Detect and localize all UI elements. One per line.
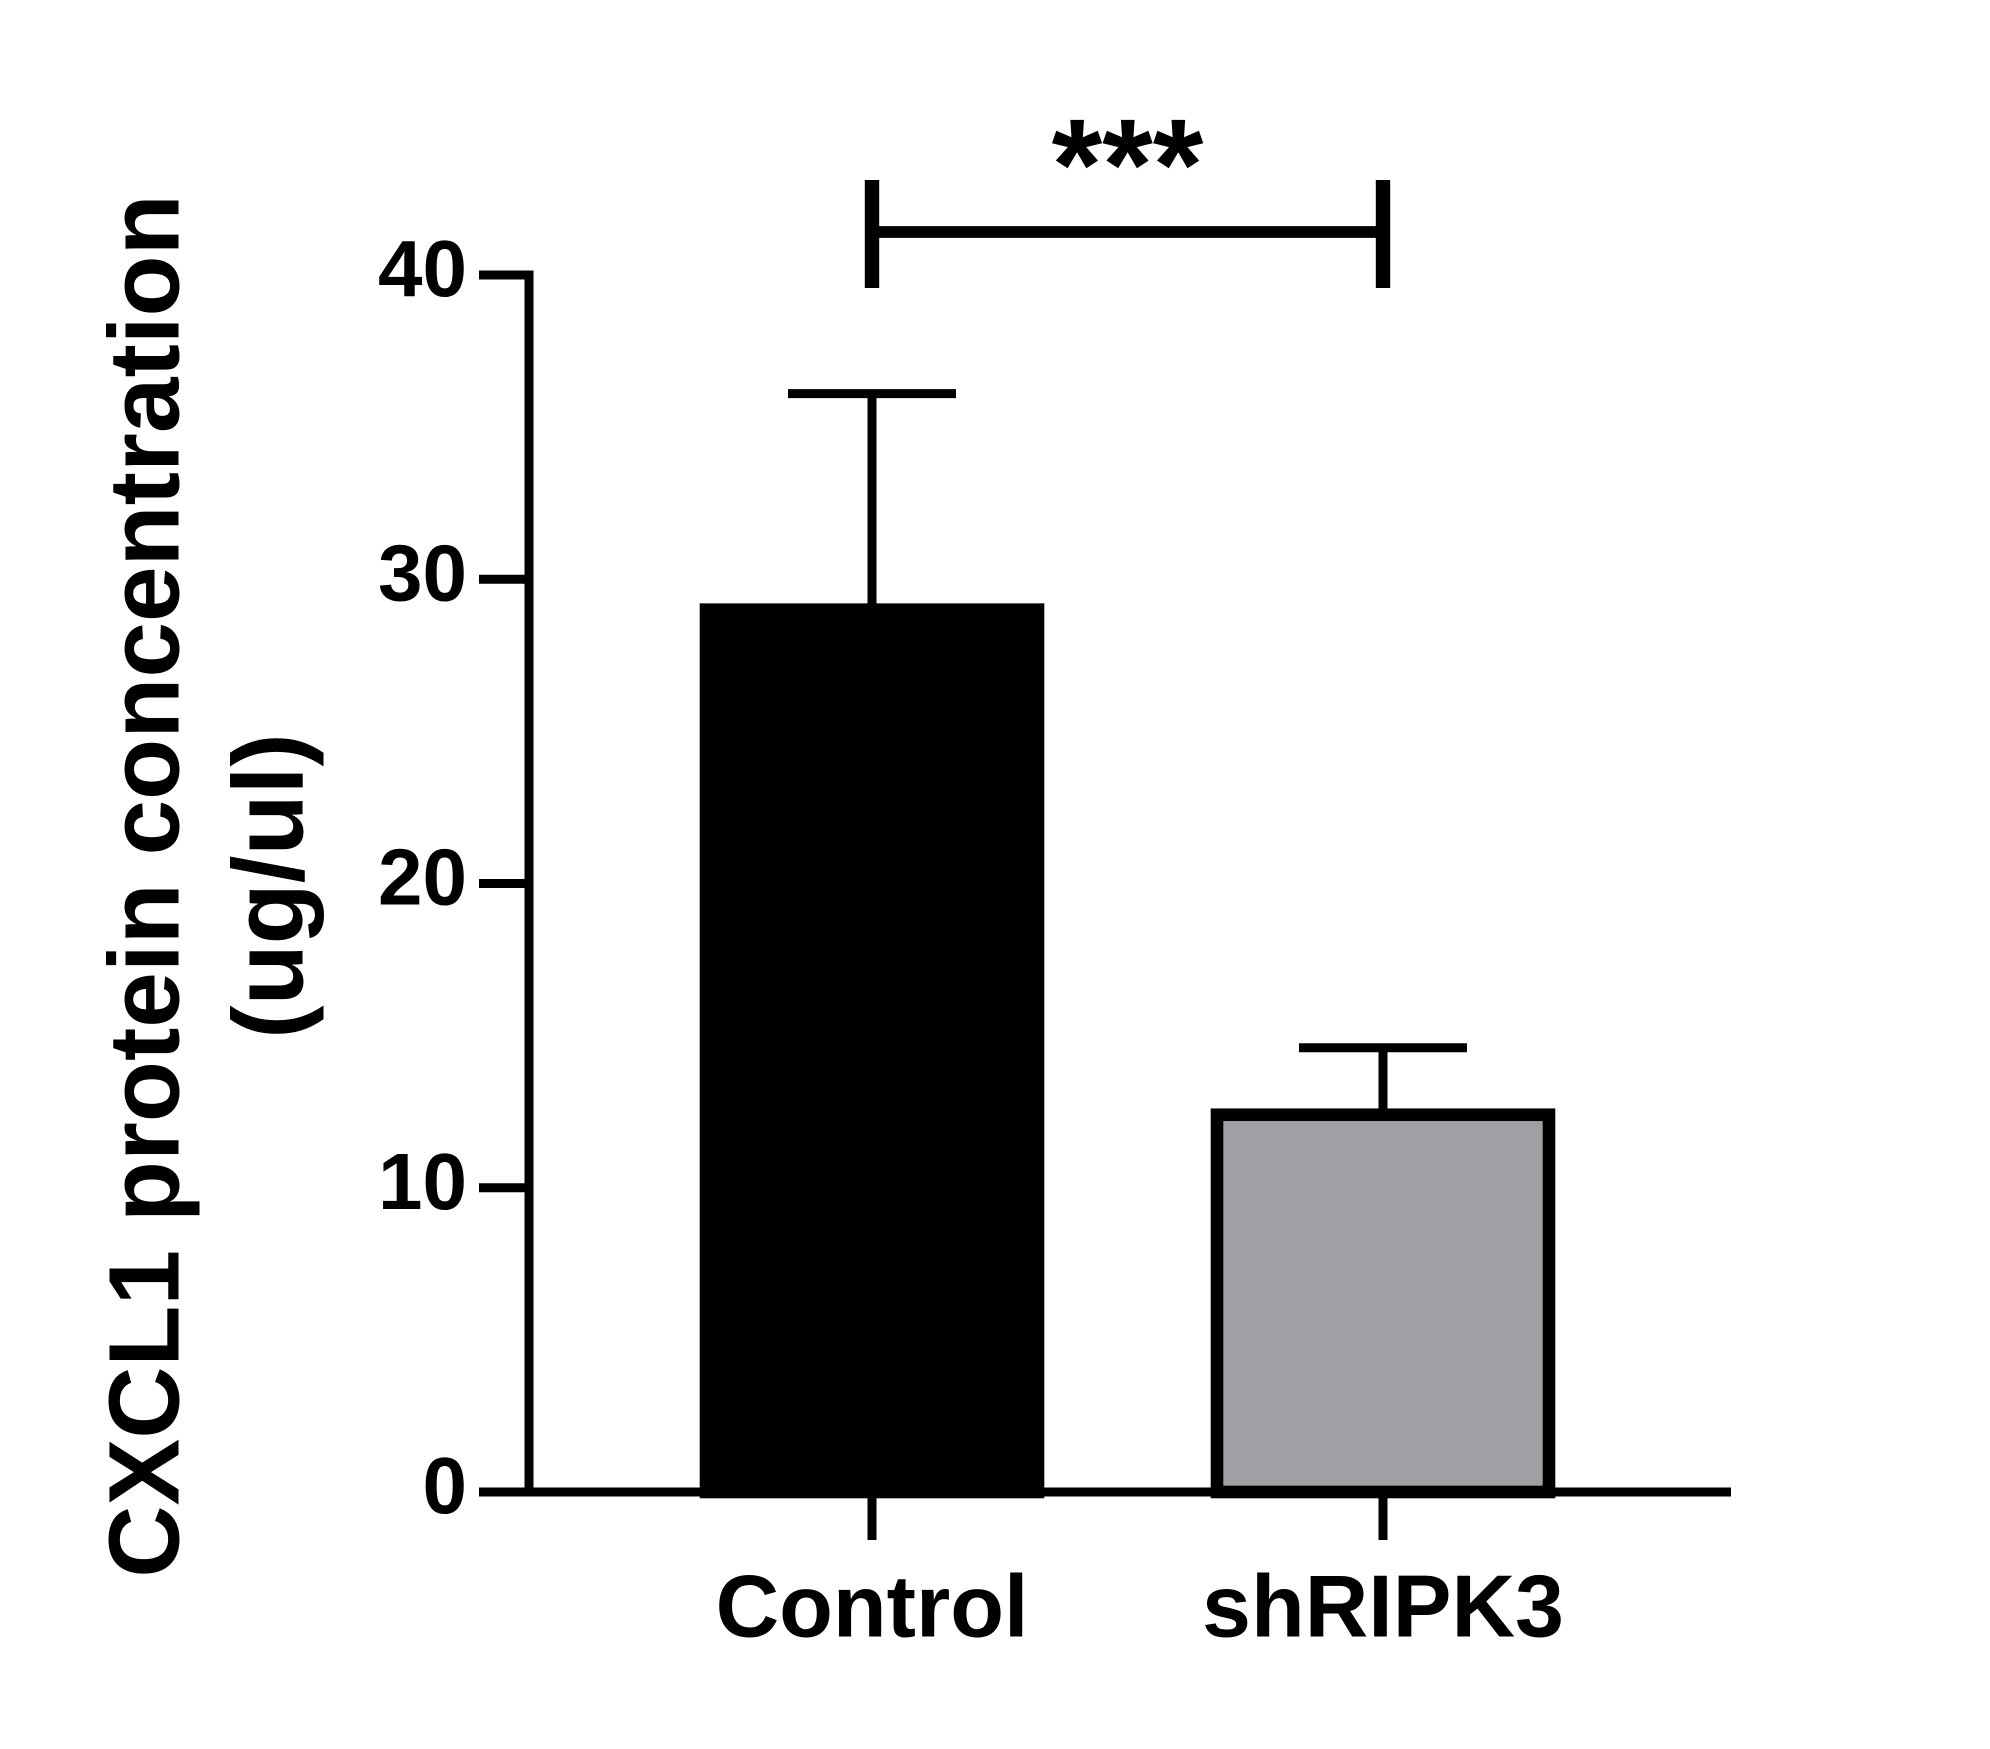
y-axis-label: (ug/ul) xyxy=(212,733,324,1038)
y-tick-label: 40 xyxy=(378,224,467,313)
significance: *** xyxy=(1052,91,1204,237)
y-axis-label: CXCL1 protein concentration xyxy=(88,194,200,1577)
bar xyxy=(699,603,1045,1499)
bar xyxy=(1210,1108,1556,1499)
x-tick-label: Control xyxy=(716,1556,1029,1655)
y-tick-label: 20 xyxy=(378,833,467,922)
x-tick-label: shRIPK3 xyxy=(1202,1556,1564,1655)
y-tick-label: 10 xyxy=(378,1137,467,1226)
y-tick-label: 30 xyxy=(378,528,467,617)
y-tick-label: 0 xyxy=(423,1441,468,1530)
